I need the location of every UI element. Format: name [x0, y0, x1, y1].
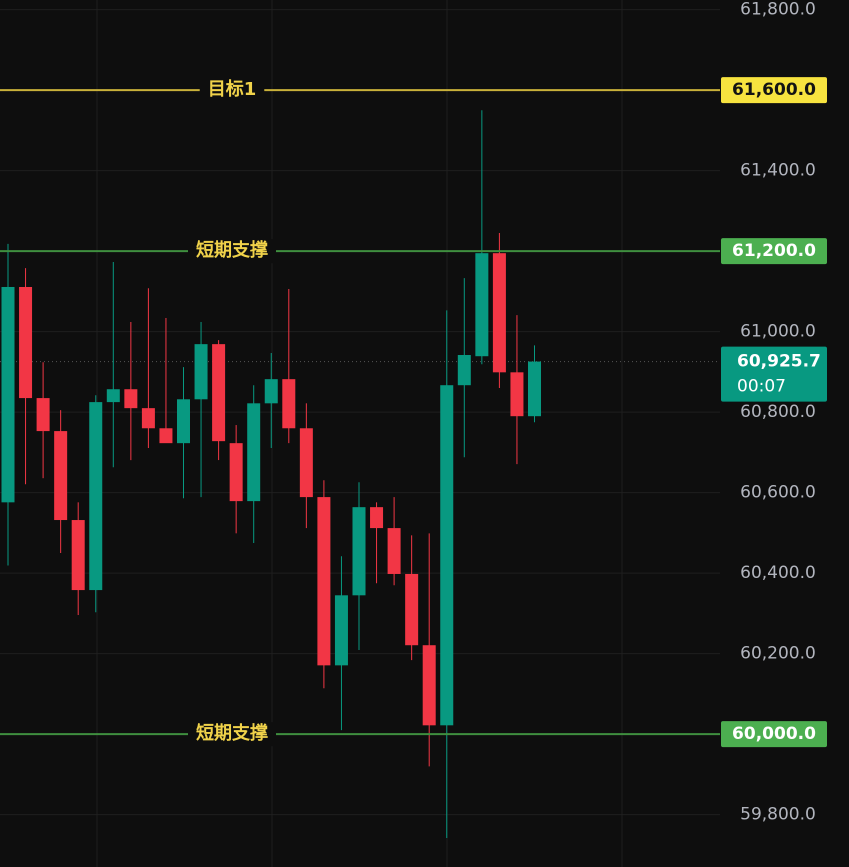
candle-body — [159, 428, 173, 444]
y-tick-label: 60,800.0 — [740, 402, 816, 422]
candle-body — [387, 528, 401, 574]
price-box — [721, 721, 827, 748]
level-label: 目标1 — [208, 78, 257, 100]
candle-body — [229, 443, 243, 502]
candle-body — [457, 355, 471, 386]
price-box-label: 60,000.0 — [732, 724, 816, 744]
candle-body — [71, 520, 85, 591]
last-price-box — [721, 346, 827, 402]
candle-body — [334, 595, 348, 666]
candle-body — [510, 372, 524, 417]
candle-body — [194, 344, 208, 400]
candle-body — [299, 428, 313, 498]
candle-body — [352, 507, 366, 596]
candle-body — [528, 361, 541, 417]
candle-body — [36, 398, 50, 432]
candle-body — [317, 497, 331, 666]
candle-body — [212, 344, 226, 442]
level-label: 短期支撑 — [196, 722, 268, 744]
y-tick-label: 61,400.0 — [740, 161, 816, 181]
y-tick-label: 59,800.0 — [740, 805, 816, 825]
candle-body — [54, 431, 68, 521]
candle-body — [1, 286, 15, 503]
price-box — [721, 238, 827, 265]
level-label-bg — [188, 239, 276, 264]
y-tick-label: 61,000.0 — [740, 322, 816, 342]
candle-body — [492, 253, 506, 373]
y-tick-label: 60,200.0 — [740, 644, 816, 664]
level-label: 短期支撑 — [196, 239, 268, 261]
candle-body — [264, 379, 278, 404]
candle-body — [475, 253, 489, 357]
y-tick-label: 60,600.0 — [740, 483, 816, 503]
candle-body — [282, 379, 296, 429]
y-tick-label: 61,800.0 — [740, 0, 816, 20]
level-label-bg — [188, 722, 276, 747]
candle-body — [141, 408, 155, 429]
candle-body — [106, 389, 120, 403]
candle-body — [440, 385, 454, 726]
candle-body — [177, 399, 190, 444]
level-label-bg — [199, 78, 265, 103]
candle-body — [370, 507, 384, 529]
price-box-label: 61,200.0 — [732, 241, 816, 261]
price-box-label: 61,600.0 — [732, 80, 816, 100]
candle-body — [247, 403, 261, 502]
price-box — [721, 77, 827, 104]
candle-body — [405, 573, 419, 646]
candle-body — [89, 402, 103, 591]
last-price-label: 60,925.7 — [737, 352, 821, 372]
candle-body — [422, 645, 436, 726]
candle-body — [124, 389, 138, 409]
countdown: 00:07 — [737, 377, 786, 397]
candle-body — [19, 286, 33, 399]
y-tick-label: 60,400.0 — [740, 563, 816, 583]
